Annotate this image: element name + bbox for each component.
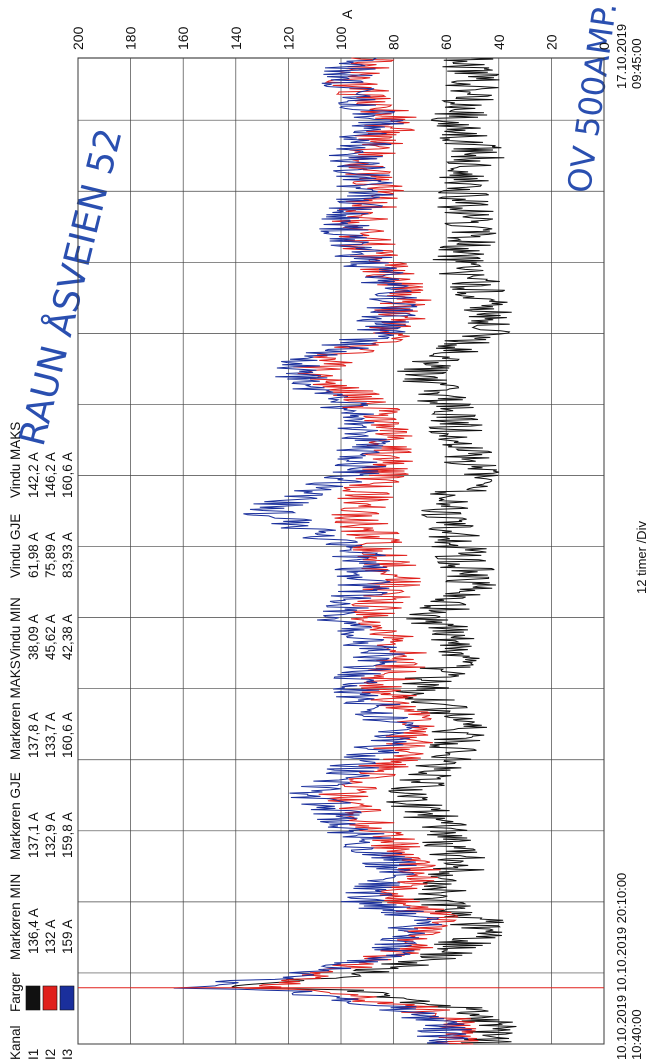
row-value: 159 A	[60, 919, 75, 954]
table-header: Markøren MAKS	[8, 660, 23, 760]
row-value: 137,1 A	[26, 812, 41, 858]
cursor-time: 10.10.2019 20:10:00	[614, 873, 629, 992]
row-value: 133,7 A	[43, 712, 58, 758]
row-channel: I2	[43, 1049, 58, 1060]
row-value: 45,62 A	[43, 614, 58, 660]
chart-grid	[77, 57, 605, 1045]
start-time: 10.10.2019	[614, 995, 629, 1060]
row-color-swatch	[42, 985, 58, 1011]
series-I3	[173, 57, 472, 1045]
y-tick-label: 40	[491, 34, 507, 50]
row-value: 75,89 A	[43, 532, 58, 578]
row-value: 137,8 A	[26, 712, 41, 758]
series-layer	[78, 57, 604, 1045]
row-value: 159,8 A	[60, 812, 75, 858]
y-axis-ticks: 0 20 40 60 80 100 120 140 160 180 200	[70, 26, 612, 50]
table-header: Vindu GJE	[8, 514, 23, 578]
series-I2	[243, 57, 479, 1045]
y-axis-unit: A	[339, 9, 355, 19]
end-time: 09:45:00	[629, 38, 644, 89]
y-tick-label: 200	[70, 26, 86, 50]
table-header: Markøren GJE	[8, 772, 23, 860]
row-value: 160,6 A	[60, 452, 75, 498]
end-time: 17.10.2019	[614, 24, 629, 89]
y-tick-label: 0	[596, 42, 612, 50]
row-value: 38,09 A	[26, 614, 41, 660]
y-tick-label: 180	[123, 26, 139, 50]
y-tick-label: 80	[386, 34, 402, 50]
time-scale: 12 timer /Div	[634, 521, 649, 594]
y-tick-label: 160	[175, 26, 191, 50]
row-value: 142,2 A	[26, 452, 41, 498]
row-value: 132,9 A	[43, 812, 58, 858]
table-header: Farger	[8, 972, 23, 1012]
text-layer: A Kanal Farger Markøren MIN Markøren GJE Mark…	[8, 9, 649, 1060]
row-value: 42,38 A	[60, 614, 75, 660]
row-value: 61,98 A	[26, 532, 41, 578]
row-value: 132 A	[43, 919, 58, 954]
start-time: 10:40:00	[629, 1009, 644, 1060]
row-value: 136,4 A	[26, 908, 41, 954]
series-I1	[231, 57, 517, 1045]
y-tick-label: 60	[438, 34, 454, 50]
y-tick-label: 120	[280, 26, 296, 50]
row-value: 146,2 A	[43, 452, 58, 498]
y-tick-label: 100	[333, 26, 349, 50]
y-tick-label: 20	[543, 34, 559, 50]
row-value: 160,6 A	[60, 712, 75, 758]
y-tick-label: 140	[228, 26, 244, 50]
table-header: Vindu MIN	[8, 597, 23, 660]
row-channel: I3	[60, 1049, 75, 1060]
row-color-swatch	[59, 985, 75, 1011]
table-header: Vindu MAKS	[8, 422, 23, 498]
table-header: Markøren MIN	[8, 874, 23, 960]
table-header: Kanal	[8, 1025, 23, 1060]
row-channel: I1	[26, 1049, 41, 1060]
row-value: 83,93 A	[60, 532, 75, 578]
row-color-swatch	[25, 985, 41, 1011]
